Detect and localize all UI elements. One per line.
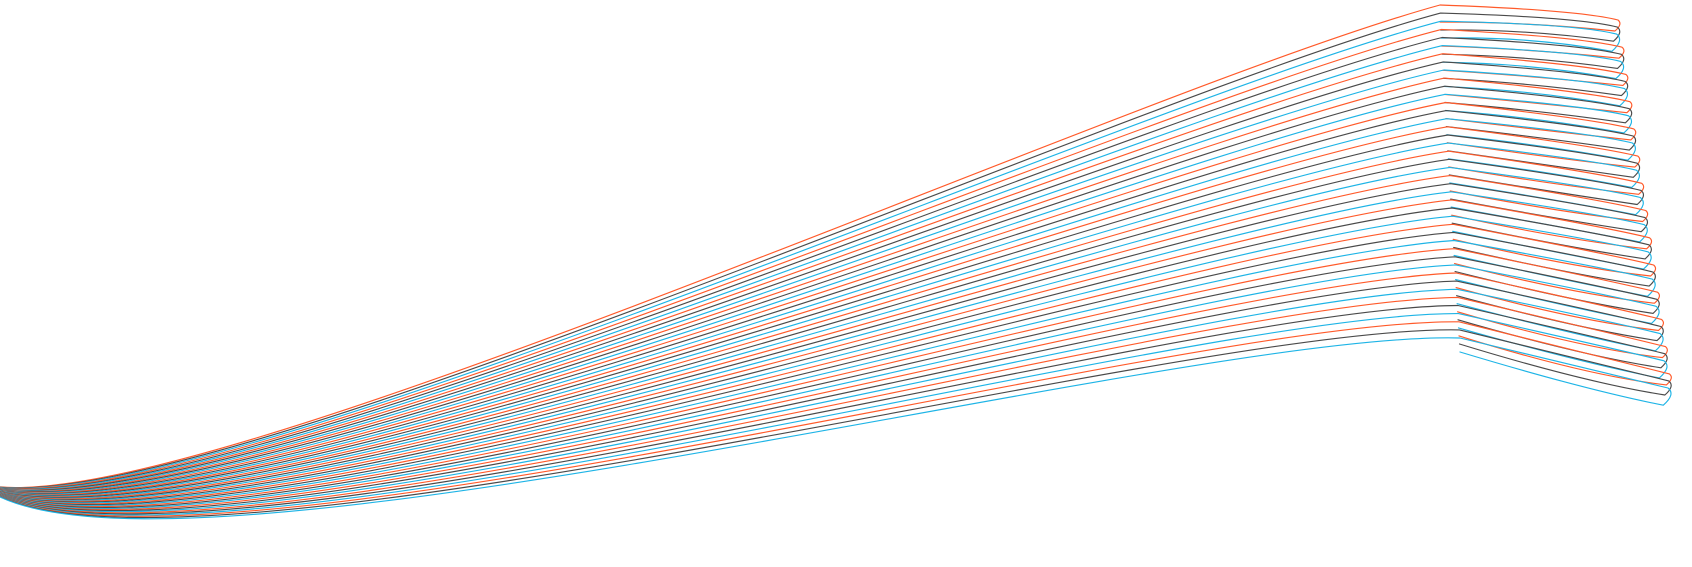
ribbon-line-1-2 — [0, 12, 1621, 489]
ribbon-loops-group — [0, 4, 1672, 520]
ribbon-line-9-1 — [0, 199, 1653, 502]
ribbon-line-4-2 — [0, 85, 1633, 493]
ribbon-line-2-3 — [0, 45, 1625, 491]
ribbon-line-14-2 — [0, 329, 1672, 519]
ribbon-line-4-1 — [0, 77, 1633, 493]
ribbon-line-14-3 — [0, 337, 1672, 520]
ribbon-line-13-1 — [0, 296, 1668, 514]
ribbon-line-11-2 — [0, 256, 1660, 509]
ribbon-line-12-2 — [0, 280, 1664, 512]
ribbon-line-9-2 — [0, 207, 1652, 503]
ribbon-line-11-3 — [0, 264, 1660, 510]
ribbon-line-10-2 — [0, 231, 1656, 506]
ribbon-line-7-2 — [0, 158, 1645, 499]
ribbon-line-8-1 — [0, 175, 1649, 500]
ribbon-line-5-3 — [0, 118, 1636, 495]
ribbon-line-12-1 — [0, 272, 1664, 511]
ribbon-line-13-2 — [0, 304, 1668, 515]
ribbon-line-5-2 — [0, 110, 1637, 495]
ribbon-line-1-1 — [0, 4, 1621, 489]
ribbon-line-4-3 — [0, 93, 1633, 494]
ribbon-line-8-2 — [0, 183, 1649, 501]
ribbon-line-3-2 — [0, 61, 1629, 491]
ribbon-line-3-3 — [0, 69, 1629, 492]
ribbon-line-6-2 — [0, 134, 1641, 497]
ribbon-line-2-2 — [0, 36, 1625, 490]
ribbon-line-6-1 — [0, 126, 1641, 496]
ribbon-line-3-1 — [0, 53, 1629, 491]
ribbon-line-7-1 — [0, 150, 1645, 498]
ribbon-line-1-3 — [0, 20, 1621, 489]
ribbon-line-5-1 — [0, 101, 1637, 494]
ribbon-line-2-1 — [0, 28, 1625, 490]
ribbon-line-6-3 — [0, 142, 1640, 497]
